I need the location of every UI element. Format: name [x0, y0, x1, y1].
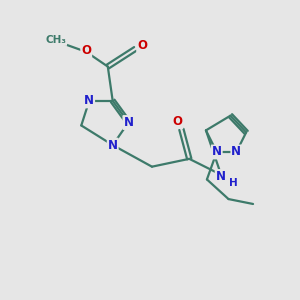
Text: O: O [172, 115, 182, 128]
Text: N: N [212, 146, 222, 158]
Text: N: N [108, 139, 118, 152]
Text: O: O [81, 44, 91, 57]
Text: N: N [123, 116, 134, 129]
Text: N: N [84, 94, 94, 107]
Text: CH₃: CH₃ [45, 35, 66, 45]
Text: H: H [229, 178, 237, 188]
Text: O: O [137, 40, 147, 52]
Text: N: N [216, 170, 226, 183]
Text: N: N [231, 146, 242, 158]
